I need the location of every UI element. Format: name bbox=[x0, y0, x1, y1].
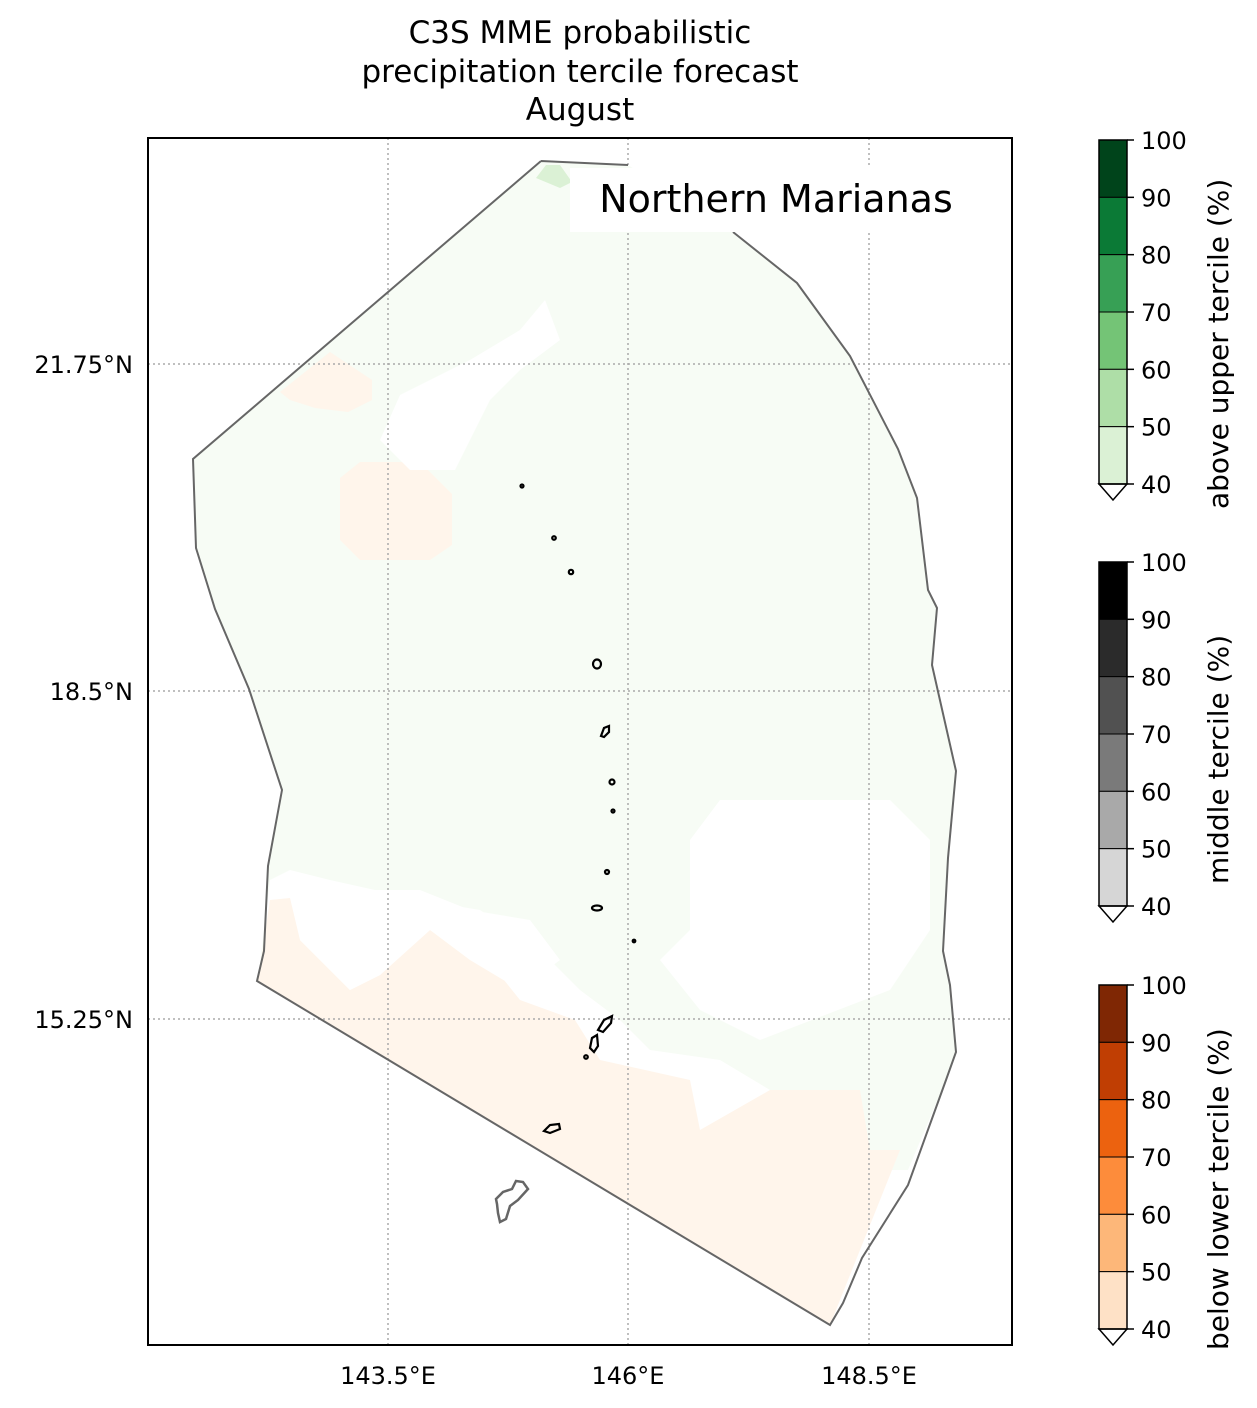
colorbar-tick-label: 70 bbox=[1141, 299, 1172, 327]
below-tercile-region-south bbox=[257, 898, 900, 1325]
colorbar-segment bbox=[1098, 561, 1128, 620]
colorbar-extend-arrow bbox=[1097, 905, 1129, 924]
eez-boundary bbox=[191, 160, 958, 1327]
colorbar-segment bbox=[1098, 848, 1128, 907]
chart-title-line-1: C3S MME probabilistic bbox=[408, 15, 752, 51]
no-signal-patch-south bbox=[300, 890, 560, 990]
island-aguijan bbox=[583, 1054, 589, 1060]
island-guguan bbox=[610, 808, 616, 814]
colorbar-middle-tercile: 100 90 80 70 60 50 40 bbox=[1097, 549, 1187, 924]
colorbar-segment bbox=[1098, 1099, 1128, 1158]
region-label: Northern Marianas bbox=[599, 177, 953, 221]
map-plot-area bbox=[148, 138, 1012, 1345]
colorbar-segment bbox=[1098, 733, 1128, 792]
colorbar-tick-label: 50 bbox=[1141, 1259, 1172, 1287]
colorbar-tick-label: 70 bbox=[1141, 1144, 1172, 1172]
colorbar-segment bbox=[1098, 368, 1128, 428]
island-asuncion bbox=[567, 568, 575, 576]
lon-tick-label-2: 146°E bbox=[592, 1362, 665, 1390]
island-pagan bbox=[599, 724, 611, 739]
colorbar-label-below: below lower tercile (%) bbox=[1202, 1028, 1235, 1350]
island-guam bbox=[494, 1179, 530, 1224]
colorbar-tick-label: 70 bbox=[1141, 721, 1172, 749]
region-label-box bbox=[570, 168, 982, 232]
colorbar-segment bbox=[1098, 676, 1128, 735]
colorbar-segment bbox=[1098, 311, 1128, 370]
colorbar-tick-label: 50 bbox=[1141, 836, 1172, 864]
colorbar-tick-label: 100 bbox=[1141, 972, 1187, 1000]
lon-tick-label-1: 143.5°E bbox=[340, 1362, 436, 1390]
colorbar-above-upper-tercile: 100 90 80 70 60 50 40 bbox=[1097, 127, 1187, 502]
island-maug bbox=[551, 535, 557, 541]
colorbar-tick-label: 80 bbox=[1141, 664, 1172, 692]
no-signal-patch-east bbox=[660, 800, 930, 1040]
colorbar-tick-label: 50 bbox=[1141, 414, 1172, 442]
below-tercile-patch-northwest bbox=[280, 352, 372, 412]
colorbar-tick-label: 40 bbox=[1141, 471, 1172, 499]
lat-tick-label-2: 18.5°N bbox=[50, 678, 133, 706]
colorbar-segment bbox=[1098, 1041, 1128, 1101]
colorbar-tick-label: 60 bbox=[1141, 356, 1172, 384]
island-farallon-de-medinilla bbox=[631, 938, 637, 944]
colorbar-tick-label: 40 bbox=[1141, 893, 1172, 921]
colorbar-below-lower-tercile: 100 90 80 70 60 50 40 bbox=[1097, 972, 1187, 1347]
island-alamagan bbox=[608, 778, 616, 786]
colorbar-tick-label: 60 bbox=[1141, 1201, 1172, 1229]
colorbar-tick-label: 90 bbox=[1141, 1029, 1172, 1057]
map-frame bbox=[147, 137, 1013, 1346]
colorbar-segment bbox=[1098, 139, 1128, 198]
colorbar-segment bbox=[1098, 254, 1128, 313]
chart-title-line-3: August bbox=[525, 92, 635, 128]
colorbar-segment bbox=[1098, 618, 1128, 678]
colorbar-tick-label: 90 bbox=[1141, 184, 1172, 212]
colorbar-tick-label: 100 bbox=[1141, 127, 1187, 155]
colorbar-tick-label: 60 bbox=[1141, 778, 1172, 806]
colorbar-segment bbox=[1098, 1156, 1128, 1215]
colorbar-segment bbox=[1098, 426, 1128, 485]
above-40-50-patch bbox=[536, 165, 572, 188]
colorbar-tick-label: 100 bbox=[1141, 549, 1187, 577]
islands bbox=[519, 483, 637, 1135]
island-agrihan bbox=[591, 658, 603, 670]
colorbar-segment bbox=[1098, 1213, 1128, 1273]
colorbar-label-middle: middle tercile (%) bbox=[1202, 634, 1235, 884]
colorbar-extend-arrow bbox=[1097, 1328, 1129, 1347]
island-sarigan bbox=[603, 868, 611, 876]
lat-tick-label-3: 15.25°N bbox=[34, 1006, 133, 1034]
colorbar-extend-arrow bbox=[1097, 483, 1129, 502]
colorbar-tick-label: 90 bbox=[1141, 606, 1172, 634]
no-signal-patch-upper bbox=[380, 300, 560, 470]
colorbar-tick-label: 80 bbox=[1141, 1087, 1172, 1115]
colorbar-tick-label: 80 bbox=[1141, 242, 1172, 270]
colorbar-tick-label: 40 bbox=[1141, 1316, 1172, 1344]
lon-tick-label-3: 148.5°E bbox=[821, 1362, 917, 1390]
island-tinian bbox=[588, 1033, 600, 1054]
colorbar-segment bbox=[1098, 196, 1128, 256]
gridlines bbox=[148, 138, 1012, 1345]
colorbar-label-above: above upper tercile (%) bbox=[1202, 178, 1235, 509]
island-saipan bbox=[596, 1014, 614, 1034]
chart-title-line-2: precipitation tercile forecast bbox=[361, 54, 799, 90]
island-anatahan bbox=[590, 904, 604, 912]
colorbar-segment bbox=[1098, 790, 1128, 850]
below-tercile-patch-north bbox=[340, 462, 452, 560]
island-rota bbox=[541, 1122, 562, 1135]
colorbar-segment bbox=[1098, 1271, 1128, 1330]
lat-tick-label-1: 21.75°N bbox=[34, 351, 133, 379]
island-farallon-de-pajaros bbox=[519, 483, 525, 489]
colorbar-segment bbox=[1098, 984, 1128, 1043]
